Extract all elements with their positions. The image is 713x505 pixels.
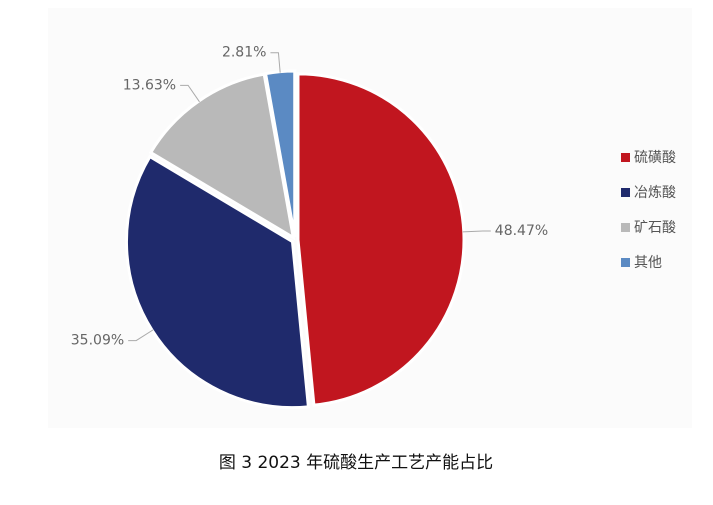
data-label: 13.63% — [123, 77, 176, 93]
leader-line — [270, 52, 281, 73]
data-label: 2.81% — [222, 45, 266, 61]
legend-label: 矿石酸 — [634, 220, 676, 236]
legend-swatch — [621, 258, 630, 267]
legend-swatch — [621, 188, 630, 197]
leader-line — [462, 230, 491, 233]
legend-label: 冶炼酸 — [634, 185, 676, 201]
legend-label: 其他 — [634, 255, 662, 271]
chart-title: 图 3 2023 年硫酸生产工艺产能占比 — [219, 453, 493, 473]
leader-line — [128, 329, 154, 342]
data-label: 35.09% — [71, 333, 124, 349]
legend-swatch — [621, 223, 630, 232]
legend-swatch — [621, 153, 630, 162]
leader-line — [180, 84, 200, 103]
legend-label: 硫磺酸 — [634, 150, 676, 166]
data-label: 48.47% — [495, 223, 548, 239]
